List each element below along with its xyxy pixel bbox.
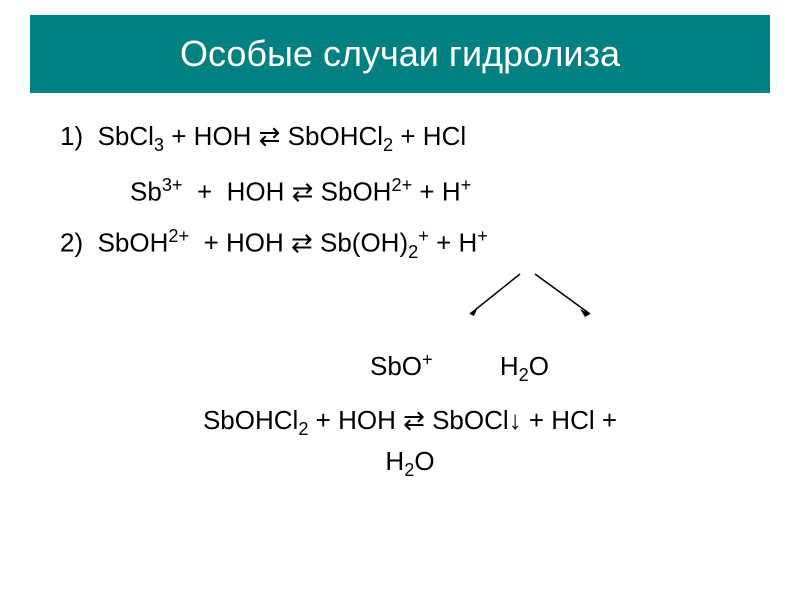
arrow-diagram <box>40 279 760 329</box>
split-arrows-icon <box>460 269 660 319</box>
equation-1: 1) SbCl3 + HOH ⇄ SbOHCl2 + HCl <box>60 118 760 159</box>
equation-2: Sb3+ + HOH ⇄ SbOH2+ + H+ <box>130 173 760 210</box>
slide-container: Особые случаи гидролиза 1) SbCl3 + HOH ⇄… <box>0 15 800 615</box>
product-h2o: H2O <box>500 351 549 381</box>
product-sbo: SbO+ <box>370 351 433 381</box>
slide-content: 1) SbCl3 + HOH ⇄ SbOHCl2 + HCl Sb3+ + HO… <box>0 118 800 484</box>
slide-title: Особые случаи гидролиза <box>30 15 770 93</box>
equation-3: 2) SbOH2+ + HOH ⇄ Sb(OH)2+ + H+ <box>60 224 760 265</box>
equation-5: SbOHCl2 + HOH ⇄ SbOCl↓ + HCl +H2O <box>60 402 760 483</box>
equation-4-products: SbO+ H2O <box>240 347 760 388</box>
